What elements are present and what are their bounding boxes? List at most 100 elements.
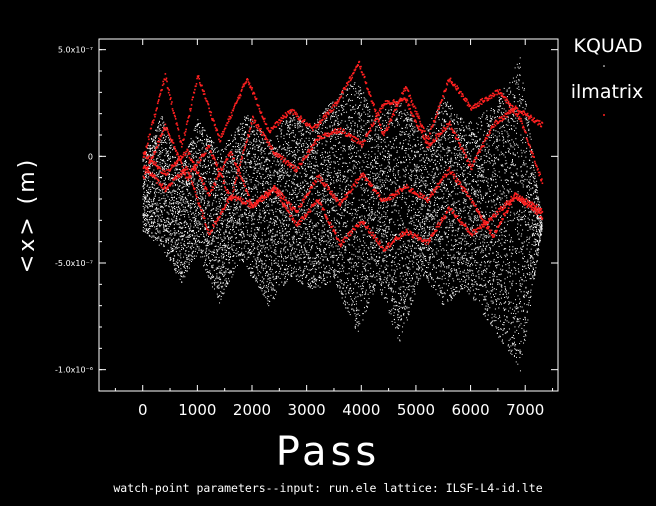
kquad-point	[305, 276, 307, 278]
kquad-point	[189, 259, 191, 261]
kquad-point	[170, 241, 172, 243]
kquad-point	[154, 222, 156, 224]
kquad-point	[323, 231, 325, 233]
kquad-point	[248, 234, 250, 236]
kquad-point	[279, 168, 281, 170]
kquad-point	[154, 140, 156, 142]
kquad-point	[312, 178, 314, 180]
kquad-point	[288, 274, 290, 276]
kquad-point	[302, 182, 304, 184]
kquad-point	[175, 246, 177, 248]
kquad-point	[150, 205, 152, 207]
kquad-point	[185, 159, 187, 161]
kquad-point	[312, 227, 314, 229]
kquad-point	[289, 203, 291, 205]
kquad-point	[306, 250, 308, 252]
kquad-point	[144, 172, 146, 174]
kquad-point	[171, 221, 173, 223]
kquad-point	[173, 196, 175, 198]
kquad-point	[152, 152, 154, 154]
kquad-point	[156, 227, 158, 229]
kquad-point	[221, 217, 223, 219]
kquad-point	[143, 213, 145, 215]
kquad-point	[244, 134, 246, 136]
kquad-point	[177, 262, 179, 264]
kquad-point	[227, 227, 229, 229]
kquad-point	[226, 280, 228, 282]
kquad-point	[233, 184, 235, 186]
kquad-point	[328, 245, 330, 247]
kquad-point	[152, 222, 154, 224]
kquad-point	[221, 219, 223, 221]
kquad-point	[288, 185, 290, 187]
kquad-point	[317, 165, 319, 167]
kquad-point	[195, 146, 197, 148]
kquad-point	[159, 152, 161, 154]
kquad-point	[220, 279, 222, 281]
kquad-point	[309, 142, 311, 144]
kquad-point	[261, 267, 263, 269]
kquad-point	[246, 195, 248, 197]
kquad-point	[251, 142, 253, 144]
kquad-point	[156, 188, 158, 190]
kquad-point	[291, 272, 293, 274]
kquad-point	[207, 200, 209, 202]
kquad-point	[161, 189, 163, 191]
kquad-point	[240, 139, 242, 141]
kquad-point	[261, 238, 263, 240]
kquad-point	[169, 156, 171, 158]
kquad-point	[228, 212, 230, 214]
kquad-point	[294, 193, 296, 195]
kquad-point	[157, 126, 159, 128]
kquad-point	[314, 172, 316, 174]
kquad-point	[165, 239, 167, 241]
kquad-point	[276, 172, 278, 174]
kquad-point	[324, 121, 326, 123]
kquad-point	[198, 246, 200, 248]
kquad-point	[186, 202, 188, 204]
kquad-point	[317, 261, 319, 263]
kquad-point	[320, 235, 322, 237]
kquad-point	[165, 221, 167, 223]
kquad-point	[310, 181, 312, 183]
kquad-point	[318, 132, 320, 134]
kquad-point	[166, 150, 168, 152]
kquad-point	[256, 240, 258, 242]
kquad-point	[223, 244, 225, 246]
kquad-point	[283, 258, 285, 260]
kquad-point	[282, 274, 284, 276]
kquad-point	[245, 197, 247, 199]
kquad-point	[142, 188, 144, 190]
kquad-point	[159, 163, 161, 165]
kquad-point	[148, 165, 150, 167]
kquad-point	[197, 224, 199, 226]
kquad-point	[147, 228, 149, 230]
kquad-point	[270, 180, 272, 182]
kquad-point	[302, 134, 304, 136]
kquad-point	[149, 149, 151, 151]
kquad-point	[226, 281, 228, 283]
kquad-point	[166, 225, 168, 227]
kquad-point	[208, 257, 210, 259]
kquad-point	[274, 157, 276, 159]
kquad-point	[216, 184, 218, 186]
kquad-point	[210, 184, 212, 186]
kquad-point	[183, 266, 185, 268]
kquad-point	[328, 162, 330, 164]
kquad-point	[222, 274, 224, 276]
kquad-point	[287, 171, 289, 173]
kquad-point	[173, 248, 175, 250]
kquad-point	[218, 284, 220, 286]
kquad-point	[321, 230, 323, 232]
kquad-point	[235, 171, 237, 173]
kquad-point	[208, 168, 210, 170]
kquad-point	[276, 224, 278, 226]
kquad-point	[282, 176, 284, 178]
kquad-point	[299, 251, 301, 253]
kquad-point	[210, 259, 212, 261]
kquad-point	[308, 190, 310, 192]
kquad-point	[256, 140, 258, 142]
kquad-point	[185, 183, 187, 185]
kquad-point	[251, 161, 253, 163]
kquad-point	[228, 259, 230, 261]
